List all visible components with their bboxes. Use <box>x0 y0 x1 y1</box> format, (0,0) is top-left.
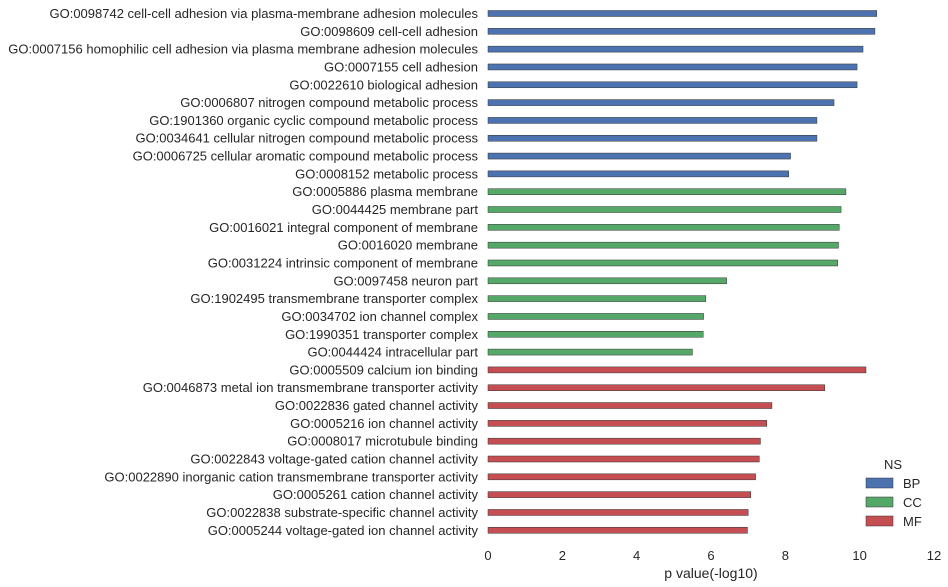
legend-label-mf: MF <box>903 514 922 529</box>
bar-24 <box>487 437 761 445</box>
category-label-9: GO:0008152 metabolic process <box>295 166 478 181</box>
category-label-27: GO:0005261 cation channel activity <box>273 487 479 502</box>
category-label-4: GO:0022610 biological adhesion <box>289 77 478 92</box>
category-label-1: GO:0098609 cell-cell adhesion <box>300 24 478 39</box>
x-axis-ticks: 0 2 4 6 8 10 12 <box>484 548 941 563</box>
category-labels: GO:0098742 cell-cell adhesion via plasma… <box>8 6 478 538</box>
bar-10 <box>487 188 847 195</box>
bar-11 <box>487 206 842 213</box>
bar-19 <box>487 348 693 356</box>
bar-17 <box>487 313 704 320</box>
x-tick-label-3: 6 <box>707 548 714 563</box>
legend-title: NS <box>884 457 902 472</box>
category-label-16: GO:1902495 transmembrane transporter com… <box>190 291 478 306</box>
bar-5 <box>487 99 835 106</box>
category-label-29: GO:0005244 voltage-gated ion channel act… <box>208 523 479 538</box>
category-label-15: GO:0097458 neuron part <box>333 273 478 288</box>
category-label-22: GO:0022836 gated channel activity <box>275 398 479 413</box>
bar-20 <box>487 366 867 374</box>
x-tick-label-1: 2 <box>559 548 566 563</box>
x-tick-label-5: 10 <box>852 548 866 563</box>
bar-14 <box>487 259 838 267</box>
x-tick-label-4: 8 <box>782 548 789 563</box>
category-label-11: GO:0044425 membrane part <box>312 202 479 217</box>
category-label-13: GO:0016020 membrane <box>338 238 478 253</box>
bar-9 <box>487 170 789 178</box>
bar-4 <box>487 81 858 89</box>
x-tick-label-6: 12 <box>927 548 941 563</box>
bars-layer <box>487 10 878 534</box>
category-label-21: GO:0046873 metal ion transmembrane trans… <box>143 380 479 395</box>
category-label-0: GO:0098742 cell-cell adhesion via plasma… <box>49 6 478 21</box>
legend-swatch-mf <box>865 515 894 527</box>
bar-28 <box>487 509 749 516</box>
x-tick-label-2: 4 <box>633 548 640 563</box>
bar-12 <box>487 224 840 231</box>
bar-21 <box>487 384 825 391</box>
legend-label-bp: BP <box>903 476 920 491</box>
x-axis-label: p value(-log10) <box>664 565 757 581</box>
bar-18 <box>487 331 704 338</box>
x-tick-label-0: 0 <box>484 548 491 563</box>
bar-2 <box>487 45 864 53</box>
bar-13 <box>487 241 839 249</box>
category-label-23: GO:0005216 ion channel activity <box>290 416 478 431</box>
bar-16 <box>487 295 707 302</box>
category-label-12: GO:0016021 integral component of membran… <box>209 220 478 235</box>
legend: NS BP CC MF <box>865 457 922 529</box>
bar-26 <box>487 473 756 481</box>
bar-27 <box>487 491 752 498</box>
bar-1 <box>487 28 876 35</box>
category-label-5: GO:0006807 nitrogen compound metabolic p… <box>180 95 478 110</box>
legend-swatch-cc <box>865 496 894 508</box>
category-label-2: GO:0007156 homophilic cell adhesion via … <box>8 42 478 57</box>
category-label-18: GO:1990351 transporter complex <box>285 327 478 342</box>
legend-items: BP CC MF <box>865 476 922 529</box>
bar-29 <box>487 527 748 534</box>
bar-23 <box>487 420 767 427</box>
category-label-7: GO:0034641 cellular nitrogen compound me… <box>135 131 478 146</box>
category-label-19: GO:0044424 intracellular part <box>307 345 478 360</box>
legend-swatch-bp <box>865 477 894 489</box>
category-label-20: GO:0005509 calcium ion binding <box>289 362 478 377</box>
bar-15 <box>487 277 727 285</box>
category-label-26: GO:0022890 inorganic cation transmembran… <box>104 469 478 484</box>
bar-25 <box>487 455 760 463</box>
bar-7 <box>487 134 818 142</box>
bar-0 <box>487 10 878 17</box>
category-label-6: GO:1901360 organic cyclic compound metab… <box>149 113 478 128</box>
bar-3 <box>487 63 858 71</box>
category-label-8: GO:0006725 cellular aromatic compound me… <box>133 149 479 164</box>
bar-22 <box>487 402 773 409</box>
category-label-14: GO:0031224 intrinsic component of membra… <box>208 255 478 270</box>
category-label-24: GO:0008017 microtubule binding <box>287 434 478 449</box>
category-label-3: GO:0007155 cell adhesion <box>324 59 478 74</box>
bar-8 <box>487 152 791 160</box>
legend-label-cc: CC <box>903 495 922 510</box>
category-label-17: GO:0034702 ion channel complex <box>281 309 478 324</box>
bar-6 <box>487 117 818 124</box>
category-label-10: GO:0005886 plasma membrane <box>292 184 478 199</box>
category-label-25: GO:0022843 voltage-gated cation channel … <box>190 452 478 467</box>
category-label-28: GO:0022838 substrate-specific channel ac… <box>206 505 478 520</box>
